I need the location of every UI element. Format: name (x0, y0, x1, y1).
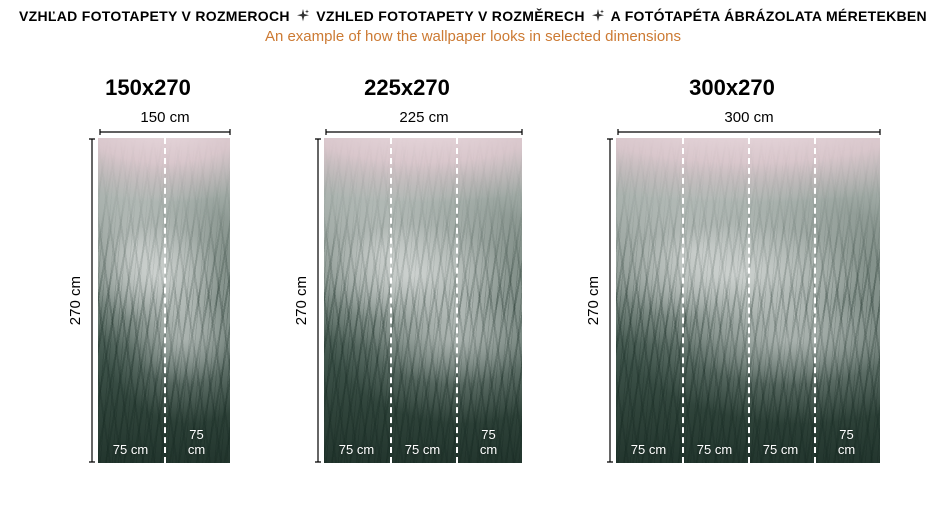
header-sk: VZHĽAD FOTOTAPETY V ROZMEROCH (19, 8, 290, 24)
width-label: 300 cm (724, 109, 773, 126)
forest-image (324, 138, 522, 463)
segment-width-label: 75 cm (180, 427, 213, 457)
panel-divider (814, 138, 816, 463)
panel-divider (164, 138, 166, 463)
panel-divider (390, 138, 392, 463)
panel-body: 270 cm 75 cm 75 cm 75 cm (293, 138, 522, 463)
header-subtitle: An example of how the wallpaper looks in… (0, 28, 946, 45)
wallpaper-preview: 75 cm 75 cm (98, 138, 230, 463)
panels-container: 150x270 150 cm 270 cm 75 cm 75 cm 225x270… (0, 75, 946, 463)
height-bracket (88, 138, 98, 463)
panel-title: 300x270 (689, 75, 775, 101)
panel-top-dimension: 150 cm (99, 109, 231, 138)
segment-width-label: 75 cm (763, 442, 798, 457)
size-panel: 300x270 300 cm 270 cm 75 cm75 cm75 cm75 … (583, 75, 881, 463)
panel-left-dimension: 270 cm (585, 138, 616, 463)
width-bracket (325, 128, 523, 138)
segment-width-label: 75 cm (113, 442, 148, 457)
panel-divider (748, 138, 750, 463)
width-label: 150 cm (140, 109, 189, 126)
panel-title: 150x270 (105, 75, 191, 101)
width-label: 225 cm (399, 109, 448, 126)
panel-title: 225x270 (364, 75, 450, 101)
width-bracket (617, 128, 881, 138)
panel-divider (456, 138, 458, 463)
segment-width-label: 75 cm (631, 442, 666, 457)
height-bracket (314, 138, 324, 463)
width-bracket (99, 128, 231, 138)
header: VZHĽAD FOTOTAPETY V ROZMEROCH VZHLED FOT… (0, 0, 946, 45)
height-label: 270 cm (585, 276, 602, 325)
header-cz: VZHLED FOTOTAPETY V ROZMĚRECH (316, 8, 585, 24)
panel-body: 270 cm 75 cm 75 cm (67, 138, 230, 463)
panel-left-dimension: 270 cm (293, 138, 324, 463)
height-label: 270 cm (67, 276, 84, 325)
wallpaper-preview: 75 cm 75 cm 75 cm 75 cm (616, 138, 880, 463)
size-panel: 150x270 150 cm 270 cm 75 cm 75 cm (65, 75, 231, 463)
sparkle-icon (296, 9, 310, 26)
height-label: 270 cm (293, 276, 310, 325)
header-hu: A FOTÓTAPÉTA ÁBRÁZOLATA MÉRETEKBEN (611, 8, 927, 24)
size-panel: 225x270 225 cm 270 cm 75 cm 75 cm 75 cm (291, 75, 523, 463)
panel-left-dimension: 270 cm (67, 138, 98, 463)
segment-width-label: 75 cm (405, 442, 440, 457)
segment-width-label: 75 cm (472, 427, 505, 457)
height-bracket (606, 138, 616, 463)
panel-top-dimension: 225 cm (325, 109, 523, 138)
segment-width-label: 75 cm (339, 442, 374, 457)
wallpaper-preview: 75 cm 75 cm 75 cm (324, 138, 522, 463)
segment-width-label: 75 cm (697, 442, 732, 457)
panel-top-dimension: 300 cm (617, 109, 881, 138)
panel-divider (682, 138, 684, 463)
panel-body: 270 cm 75 cm 75 cm 75 cm 75 cm (585, 138, 880, 463)
sparkle-icon (591, 9, 605, 26)
segment-width-label: 75 cm (830, 427, 863, 457)
header-multilang: VZHĽAD FOTOTAPETY V ROZMEROCH VZHLED FOT… (0, 8, 946, 26)
